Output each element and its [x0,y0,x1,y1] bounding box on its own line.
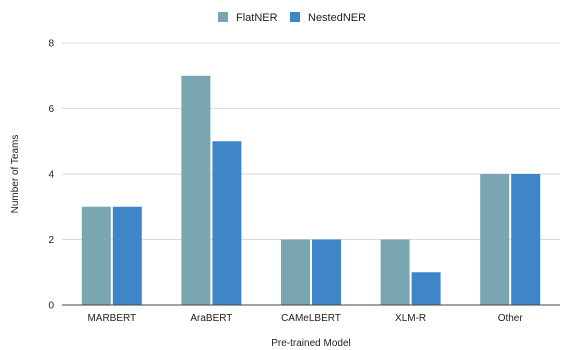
bar-flatner-marbert [81,206,111,305]
x-tick-label-camelbert: CAMeLBERT [281,313,341,324]
legend-swatch-nestedner [290,12,300,22]
x-tick-labels: MARBERT AraBERT CAMeLBERT XLM-R Other [87,313,523,324]
x-tick-label-other: Other [498,313,524,324]
legend-label-nestedner: NestedNER [308,12,366,24]
bar-nestedner-marbert [112,206,142,305]
bar-nestedner-camelbert [312,239,341,305]
bar-flatner-other [480,174,510,305]
legend: FlatNER NestedNER [218,12,366,24]
bars [81,75,541,305]
x-tick-label-xlm-r: XLM-R [395,313,426,324]
bar-flatner-xlm-r [380,239,410,305]
y-tick-label-4: 4 [48,170,54,181]
bar-nestedner-other [511,174,541,305]
legend-label-flatner: FlatNER [236,12,278,24]
x-tick-label-marbert: MARBERT [87,313,136,324]
bar-nestedner-xlm-r [411,272,441,305]
y-tick-label-6: 6 [48,104,54,115]
y-tick-labels: 0 2 4 6 8 [48,39,54,312]
y-tick-label-2: 2 [48,235,54,246]
y-tick-label-8: 8 [48,39,54,50]
y-axis-title: Number of Teams [10,135,21,214]
bar-flatner-arabert [181,75,211,305]
x-tick-label-arabert: AraBERT [190,313,232,324]
bar-flatner-camelbert [281,239,310,305]
bar-nestedner-arabert [212,141,242,305]
x-axis-title: Pre-trained Model [271,338,350,349]
y-tick-label-0: 0 [48,301,54,312]
legend-swatch-flatner [218,12,228,22]
gridlines [62,42,560,240]
